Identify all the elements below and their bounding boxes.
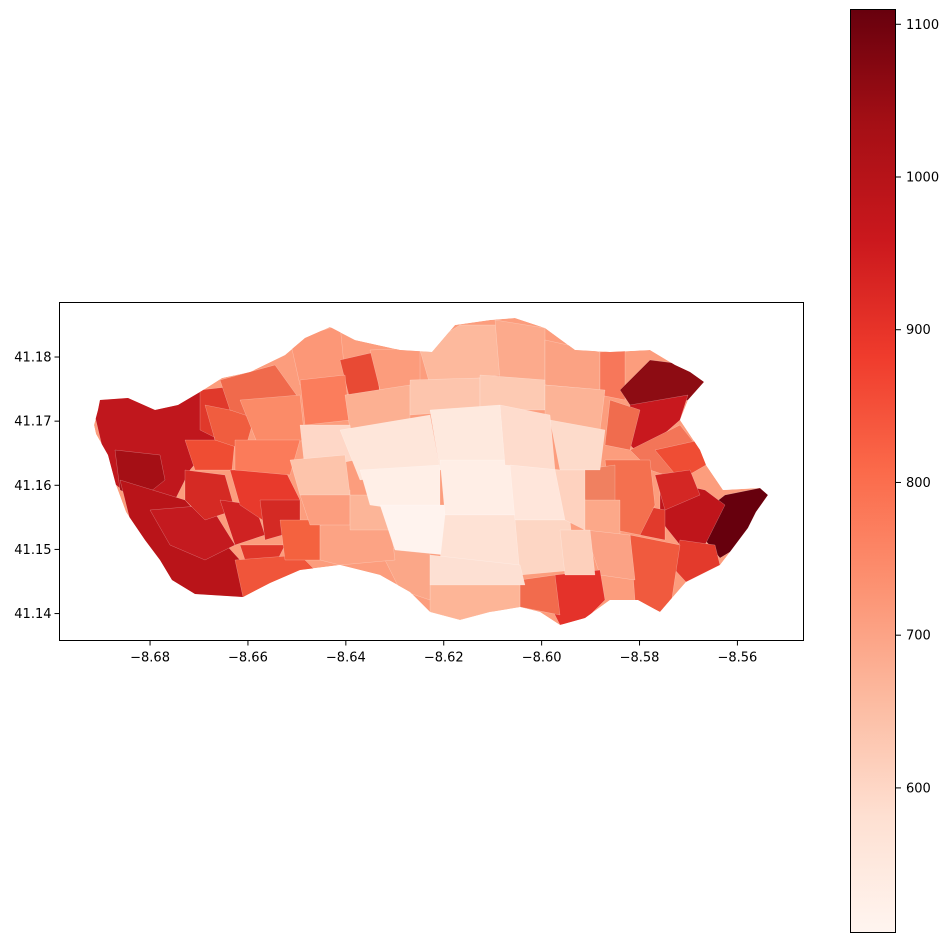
colorbar-tick-label: 800 — [906, 476, 931, 491]
x-tick-label: −8.62 — [424, 651, 464, 666]
region-n11 — [480, 375, 545, 410]
y-axis: 41.14 41.15 41.16 41.17 41.18 — [14, 351, 59, 623]
x-tick-label: −8.66 — [228, 651, 268, 666]
region-e6 — [630, 535, 680, 612]
region-n6 — [545, 340, 600, 390]
x-tick-label: −8.68 — [130, 651, 170, 666]
region-s3 — [430, 580, 520, 620]
region-w10 — [280, 520, 320, 560]
y-tick-label: 41.14 — [14, 607, 51, 622]
colorbar-tick-label: 1000 — [906, 171, 939, 186]
x-tick-label: −8.60 — [522, 651, 562, 666]
region-n8 — [300, 375, 350, 425]
colorbar-tick-label: 900 — [906, 323, 931, 338]
parish-regions — [90, 318, 768, 625]
colorbar-tick-label: 700 — [906, 629, 931, 644]
y-tick-label: 41.16 — [14, 479, 51, 494]
region-c2 — [290, 455, 350, 495]
colorbar: 600 700 800 900 1000 1100 — [850, 9, 939, 933]
x-axis: −8.68 −8.66 −8.64 −8.62 −8.60 −8.58 −8.56 — [130, 641, 757, 666]
region-nw3 — [235, 440, 300, 475]
y-tick-label: 41.15 — [14, 543, 51, 558]
region-c15 — [560, 530, 595, 575]
region-n5 — [495, 320, 545, 385]
map-axes: −8.68 −8.66 −8.64 −8.62 −8.60 −8.58 −8.56 41.1… — [14, 303, 803, 666]
region-c9 — [500, 405, 555, 470]
colorbar-gradient — [850, 9, 896, 933]
colorbar-tick-label: 1100 — [906, 18, 939, 33]
region-e5 — [675, 540, 720, 582]
y-tick-label: 41.17 — [14, 415, 51, 430]
region-s1 — [550, 570, 605, 625]
region-c7 — [440, 460, 515, 515]
region-s2 — [520, 575, 560, 615]
colorbar-tick-label: 600 — [906, 781, 931, 796]
x-tick-label: −8.64 — [326, 651, 366, 666]
x-tick-label: −8.56 — [717, 651, 757, 666]
x-tick-label: −8.58 — [620, 651, 660, 666]
y-tick-label: 41.18 — [14, 351, 51, 366]
colorbar-ticks: 600 700 800 900 1000 1100 — [896, 18, 939, 797]
